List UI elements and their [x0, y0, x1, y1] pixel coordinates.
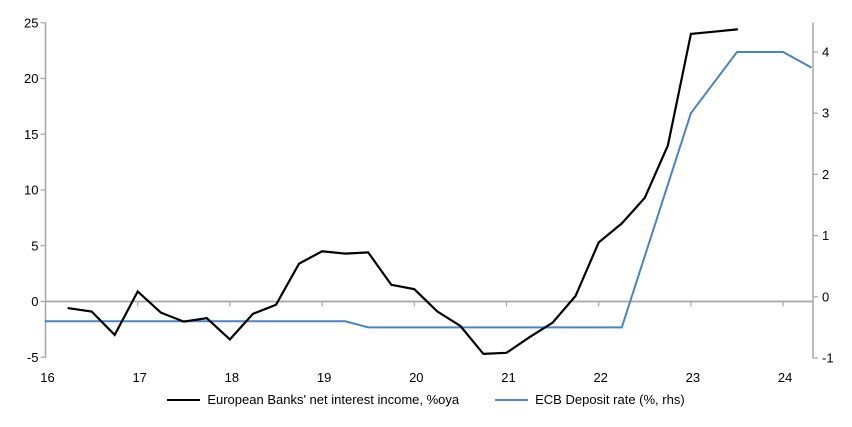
x-axis-tick-label: 22 — [593, 370, 607, 385]
series-lines — [44, 28, 812, 356]
right-axis-tick-label: -1 — [822, 351, 834, 366]
right-axis: 4 3 2 1 0 -1 — [812, 22, 834, 366]
right-axis-tick-label: 2 — [822, 167, 829, 182]
legend-item-ecb-deposit-rate: ECB Deposit rate (%, rhs) — [495, 392, 685, 407]
left-axis-tick-label: 0 — [31, 294, 38, 309]
series-line-ecb-deposit-rate — [44, 51, 812, 329]
right-axis-tick-label: 1 — [822, 228, 829, 243]
legend-label-ecb-deposit-rate: ECB Deposit rate (%, rhs) — [535, 392, 685, 407]
x-axis-tick-label: 19 — [317, 370, 331, 385]
right-axis-tick-label: 0 — [822, 289, 829, 304]
left-axis-tick-label: 5 — [31, 238, 38, 253]
chart-legend: European Banks' net interest income, %oy… — [0, 392, 852, 407]
left-axis-tick-label: 25 — [24, 15, 38, 30]
right-axis-tick-label: 4 — [822, 45, 829, 60]
x-axis-tick-label: 21 — [501, 370, 515, 385]
x-axis-tick-label: 17 — [132, 370, 146, 385]
x-axis-tick-label: 18 — [225, 370, 239, 385]
legend-line-sample-black — [167, 398, 201, 401]
x-axis-tick-label: 16 — [40, 370, 54, 385]
x-axis-tick-label: 24 — [778, 370, 792, 385]
left-axis-tick-label: 15 — [24, 127, 38, 142]
x-axis-tick-label: 23 — [686, 370, 700, 385]
series-line-net-interest-income — [67, 28, 739, 356]
right-axis-tick-label: 3 — [822, 106, 829, 121]
left-axis-tick-label: 20 — [24, 71, 38, 86]
legend-label-net-interest-income: European Banks' net interest income, %oy… — [207, 392, 460, 407]
legend-item-net-interest-income: European Banks' net interest income, %oy… — [167, 392, 459, 407]
x-axis-tick-label: 20 — [409, 370, 423, 385]
x-axis: 16 17 18 19 20 21 22 23 24 — [40, 370, 792, 385]
left-axis-tick-label: -5 — [27, 350, 39, 365]
zero-gridline-group — [44, 300, 813, 307]
left-axis-tick-label: 10 — [24, 183, 38, 198]
left-axis: 25 20 15 10 5 0 -5 — [24, 15, 47, 365]
legend-line-sample-blue — [495, 398, 529, 401]
